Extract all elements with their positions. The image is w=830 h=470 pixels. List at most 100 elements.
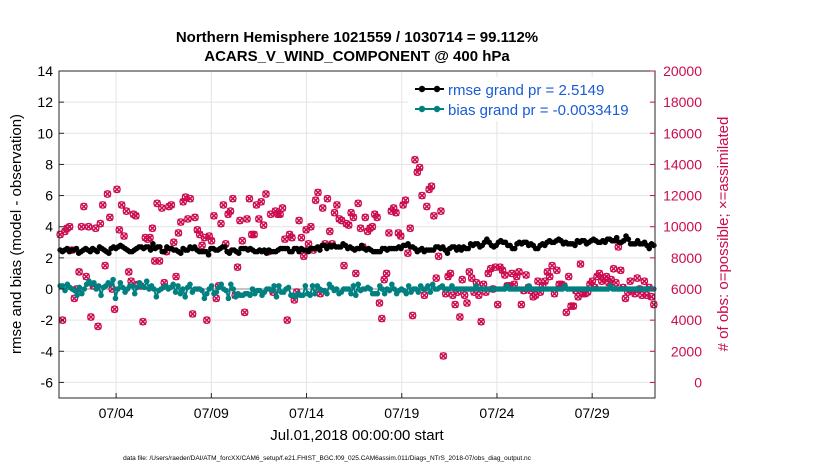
possible-marker [148, 224, 157, 233]
possible-marker [82, 272, 91, 281]
assimilated-marker [125, 268, 133, 276]
y2-tick-label: 16000 [663, 125, 702, 141]
assimilated-marker [465, 268, 473, 276]
possible-marker [281, 235, 289, 244]
obs-count-point [351, 269, 360, 278]
possible-marker [406, 224, 415, 233]
possible-marker [392, 208, 400, 217]
possible-marker [158, 204, 166, 212]
assimilated-marker [610, 265, 618, 273]
possible-marker [626, 277, 635, 286]
obs-count-point [434, 252, 443, 261]
assimilated-marker [111, 305, 119, 313]
obs-count-point [219, 201, 228, 209]
y-axis-label: rmse and bias (model - observation) [8, 114, 25, 354]
assimilated-marker [404, 249, 412, 257]
data-point [268, 287, 275, 294]
possible-marker [576, 260, 585, 268]
possible-marker [493, 300, 502, 309]
possible-marker [236, 216, 244, 225]
assimilated-marker [617, 266, 625, 274]
assimilated-marker [357, 224, 365, 232]
x-tick-label: 07/04 [99, 405, 134, 421]
data-point [201, 295, 208, 302]
y-tick-label: 8 [45, 156, 53, 172]
possible-marker [65, 222, 74, 231]
data-point [177, 250, 184, 256]
assimilated-marker [118, 201, 126, 209]
possible-marker [467, 274, 476, 282]
obs-count-point [569, 302, 578, 310]
data-point [179, 286, 186, 292]
data-point [651, 242, 657, 249]
obs-count-point [451, 300, 460, 309]
data-point [247, 292, 253, 299]
assimilated-marker [75, 268, 83, 276]
assimilated-marker [439, 352, 447, 360]
y-tick-label: 10 [37, 125, 53, 141]
possible-marker [122, 207, 131, 215]
data-point [444, 250, 451, 256]
y-axis-ticks: -6 -4 -2 0 2 4 6 8 10 12 14 [37, 63, 64, 390]
obs-count-point [82, 272, 91, 281]
possible-marker [344, 221, 353, 230]
assimilated-marker [283, 316, 291, 324]
assimilated-marker [103, 190, 112, 198]
assimilated-marker [94, 322, 102, 330]
obs-count-point [515, 268, 523, 276]
assimilated-marker [229, 195, 237, 203]
assimilated-marker [361, 213, 369, 221]
obs-count-point [233, 263, 242, 272]
data-point [95, 283, 102, 289]
possible-marker [616, 266, 625, 275]
obs-count-point [314, 188, 322, 197]
y2-tick-label: 0 [694, 374, 702, 390]
data-point [150, 241, 156, 247]
assimilated-marker [132, 212, 140, 220]
obs-count-point [278, 204, 287, 212]
data-point [271, 283, 277, 289]
assimilated-marker [463, 299, 471, 307]
assimilated-marker [208, 237, 216, 245]
y2-tick-label: 4000 [671, 312, 702, 328]
data-point [381, 290, 388, 297]
assimilated-marker [437, 207, 445, 215]
data-point [81, 286, 88, 292]
legend-bias-label: bias grand pr = -0.0033419 [448, 102, 629, 119]
data-point [235, 250, 242, 256]
possible-marker [633, 274, 642, 282]
data-point [98, 292, 104, 299]
obs-count-point [344, 221, 353, 230]
assimilated-marker [416, 164, 424, 172]
assimilated-marker [226, 207, 234, 215]
possible-marker [169, 238, 178, 247]
obs-count-point [408, 311, 417, 320]
y-tick-label: 12 [37, 94, 53, 110]
assimilated-marker [87, 313, 95, 321]
assimilated-marker [553, 266, 561, 274]
assimilated-marker [418, 192, 426, 200]
obs-count-point [330, 208, 339, 217]
legend-rmse-marker [418, 85, 426, 93]
possible-marker [77, 222, 86, 231]
assimilated-marker [167, 201, 175, 209]
data-point [187, 281, 193, 288]
obs-count-point [311, 196, 320, 205]
data-point [112, 295, 119, 302]
assimilated-marker [77, 223, 85, 231]
assimilated-marker [113, 185, 121, 193]
assimilated-marker [406, 224, 414, 232]
assimilated-marker [234, 263, 242, 271]
possible-marker [228, 194, 237, 203]
assimilated-marker [155, 257, 164, 265]
possible-marker [198, 241, 206, 250]
obs-count-point [545, 272, 554, 281]
obs-count-point [349, 213, 358, 222]
obs-count-point [640, 277, 649, 286]
obs-count-point [240, 308, 249, 317]
possible-marker [87, 313, 95, 321]
obs-count-point [158, 204, 166, 212]
possible-marker [500, 271, 509, 279]
obs-count-point [356, 224, 365, 233]
possible-marker [167, 201, 176, 209]
